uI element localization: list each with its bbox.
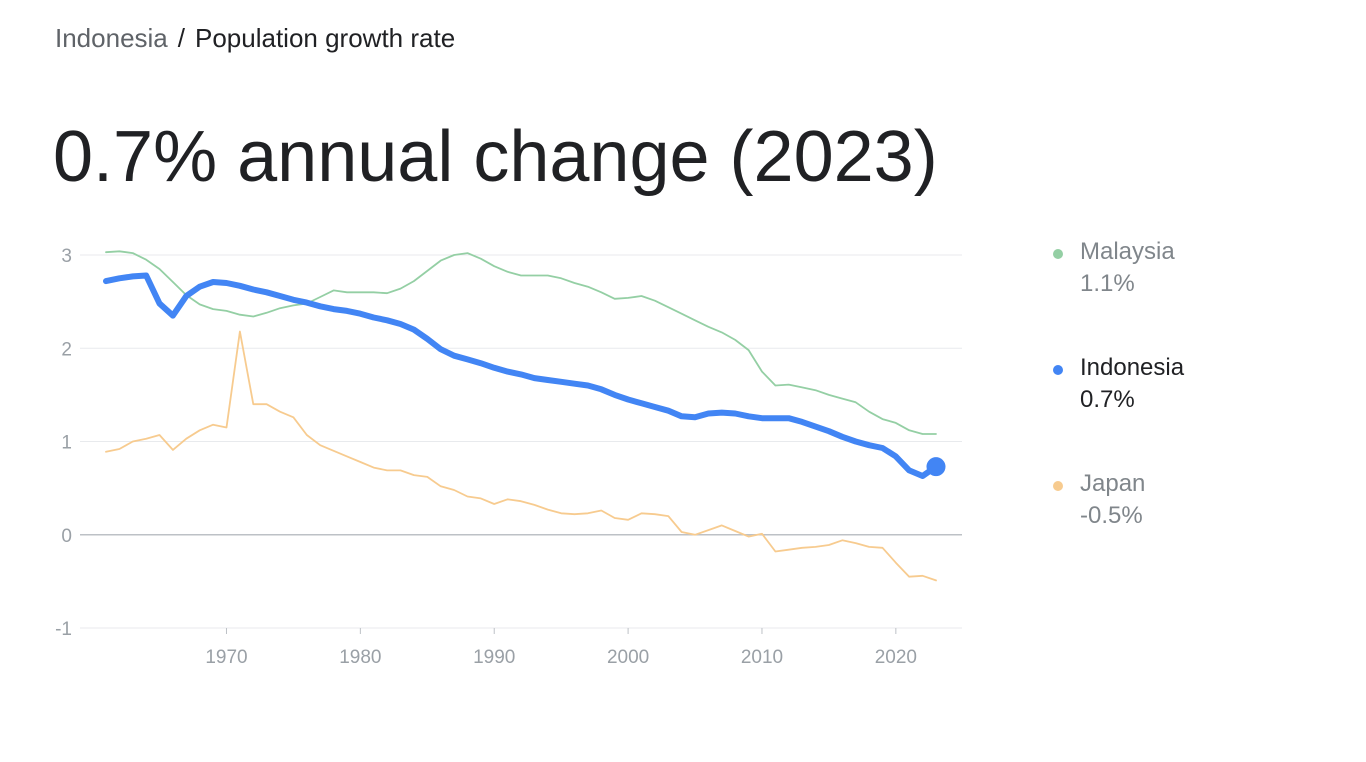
legend-series-value: 1.1% <box>1080 270 1135 297</box>
legend-series-name: Indonesia <box>1080 354 1185 381</box>
x-tick-label-2000: 2000 <box>607 647 649 668</box>
legend-item-japan[interactable]: Japan -0.5% <box>1050 468 1350 584</box>
y-tick-label-2: 2 <box>61 339 72 360</box>
line-chart[interactable]: 3 2 1 0 -1 1970 1980 1990 2000 2010 2020 <box>0 0 1000 700</box>
legend-series-name: Japan <box>1080 470 1146 497</box>
x-tick-label-2020: 2020 <box>875 647 917 668</box>
breadcrumb-link-country[interactable]: Indonesia <box>55 23 168 53</box>
y-tick-label-0: 0 <box>61 526 72 547</box>
x-tick-label-2010: 2010 <box>741 647 783 668</box>
x-tick-label-1970: 1970 <box>205 647 247 668</box>
legend-item-malaysia[interactable]: Malaysia 1.1% <box>1050 236 1350 352</box>
page-title: 0.7% annual change (2023) <box>53 117 938 197</box>
legend-dot-icon <box>1053 365 1063 375</box>
highlight-point-indonesia <box>926 457 946 477</box>
y-tick-label--1: -1 <box>55 619 72 640</box>
chart-legend: Malaysia 1.1% Indonesia 0.7% Japan -0.5% <box>1050 236 1350 584</box>
legend-series-name: Malaysia <box>1080 238 1175 265</box>
y-tick-label-1: 1 <box>61 433 72 454</box>
legend-dot-icon <box>1053 481 1063 491</box>
breadcrumb-current-page: Population growth rate <box>195 23 456 53</box>
x-tick-label-1980: 1980 <box>339 647 381 668</box>
legend-dot-icon <box>1053 249 1063 259</box>
y-tick-label-3: 3 <box>61 246 72 267</box>
x-tick-label-1990: 1990 <box>473 647 515 668</box>
breadcrumb: Indonesia / Population growth rate <box>55 22 455 54</box>
series-line-malaysia <box>105 250 937 435</box>
legend-item-indonesia[interactable]: Indonesia 0.7% <box>1050 352 1350 468</box>
series-line-indonesia <box>103 272 939 479</box>
legend-series-value: 0.7% <box>1080 386 1135 413</box>
legend-series-value: -0.5% <box>1080 502 1143 529</box>
series-line-japan <box>105 330 937 582</box>
breadcrumb-separator: / <box>177 23 185 53</box>
